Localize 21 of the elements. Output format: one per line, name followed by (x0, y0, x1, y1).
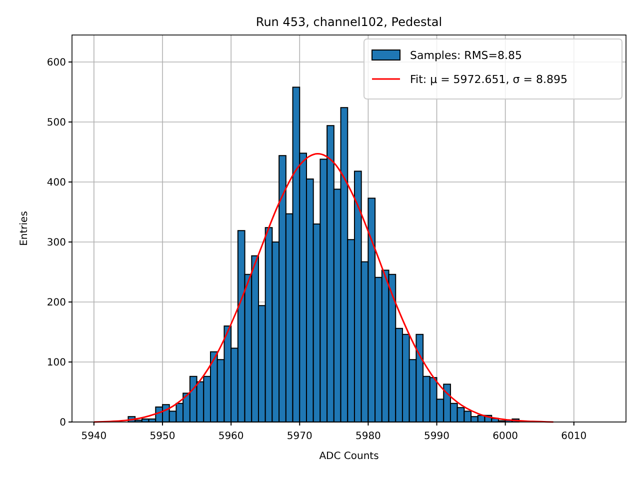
x-tick-label: 5990 (424, 431, 450, 442)
y-tick-label: 300 (46, 238, 66, 248)
x-tick-label: 6000 (492, 431, 518, 442)
y-tick-label: 400 (46, 178, 66, 188)
y-tick-label: 0 (60, 418, 66, 428)
y-tick-label: 100 (46, 358, 66, 368)
line-series (93, 153, 554, 423)
x-tick-label: 5980 (355, 431, 381, 442)
y-tick-label: 500 (46, 118, 66, 128)
y-tick-label: 600 (46, 58, 66, 68)
y-tick-label: 200 (46, 298, 66, 308)
x-tick-label: 5970 (286, 431, 312, 442)
x-tick-label: 5960 (218, 431, 244, 442)
y-axis-title: Entries (19, 211, 30, 246)
x-tick-label: 5940 (81, 431, 107, 442)
legend-label: Fit: μ = 5972.651, σ = 8.895 (410, 73, 568, 86)
x-tick-label: 6010 (561, 431, 587, 442)
x-axis-title: ADC Counts (319, 451, 379, 462)
chart-title: Run 453, channel102, Pedestal (256, 15, 442, 29)
legend-label: Samples: RMS=8.85 (410, 49, 522, 62)
x-tick-label: 5950 (150, 431, 176, 442)
